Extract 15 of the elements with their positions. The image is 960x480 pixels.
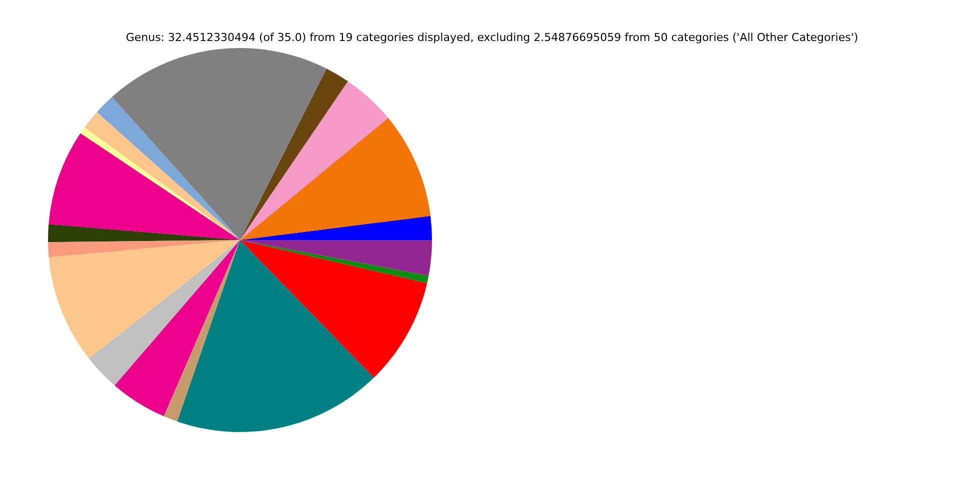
pie-slice — [240, 216, 432, 240]
pie-slice — [240, 81, 388, 240]
pie-slice — [112, 48, 327, 240]
pie-slice — [240, 240, 432, 276]
pie-slice — [240, 240, 429, 284]
pie-slice — [88, 240, 240, 386]
pie-slice — [48, 224, 240, 242]
pie-slice — [240, 118, 430, 240]
pie-slice — [240, 68, 348, 240]
pie-slice — [48, 240, 240, 258]
text: Genus: 32.4512330494 (of 35.0) from 19 categories displayed, excluding 2.54876695059 from 50 categories ('All Other Categories') — [126, 31, 858, 44]
pie-slice — [164, 240, 240, 422]
pie-slice — [96, 96, 240, 240]
pie-slice — [240, 240, 428, 378]
pie-slice — [177, 240, 374, 432]
